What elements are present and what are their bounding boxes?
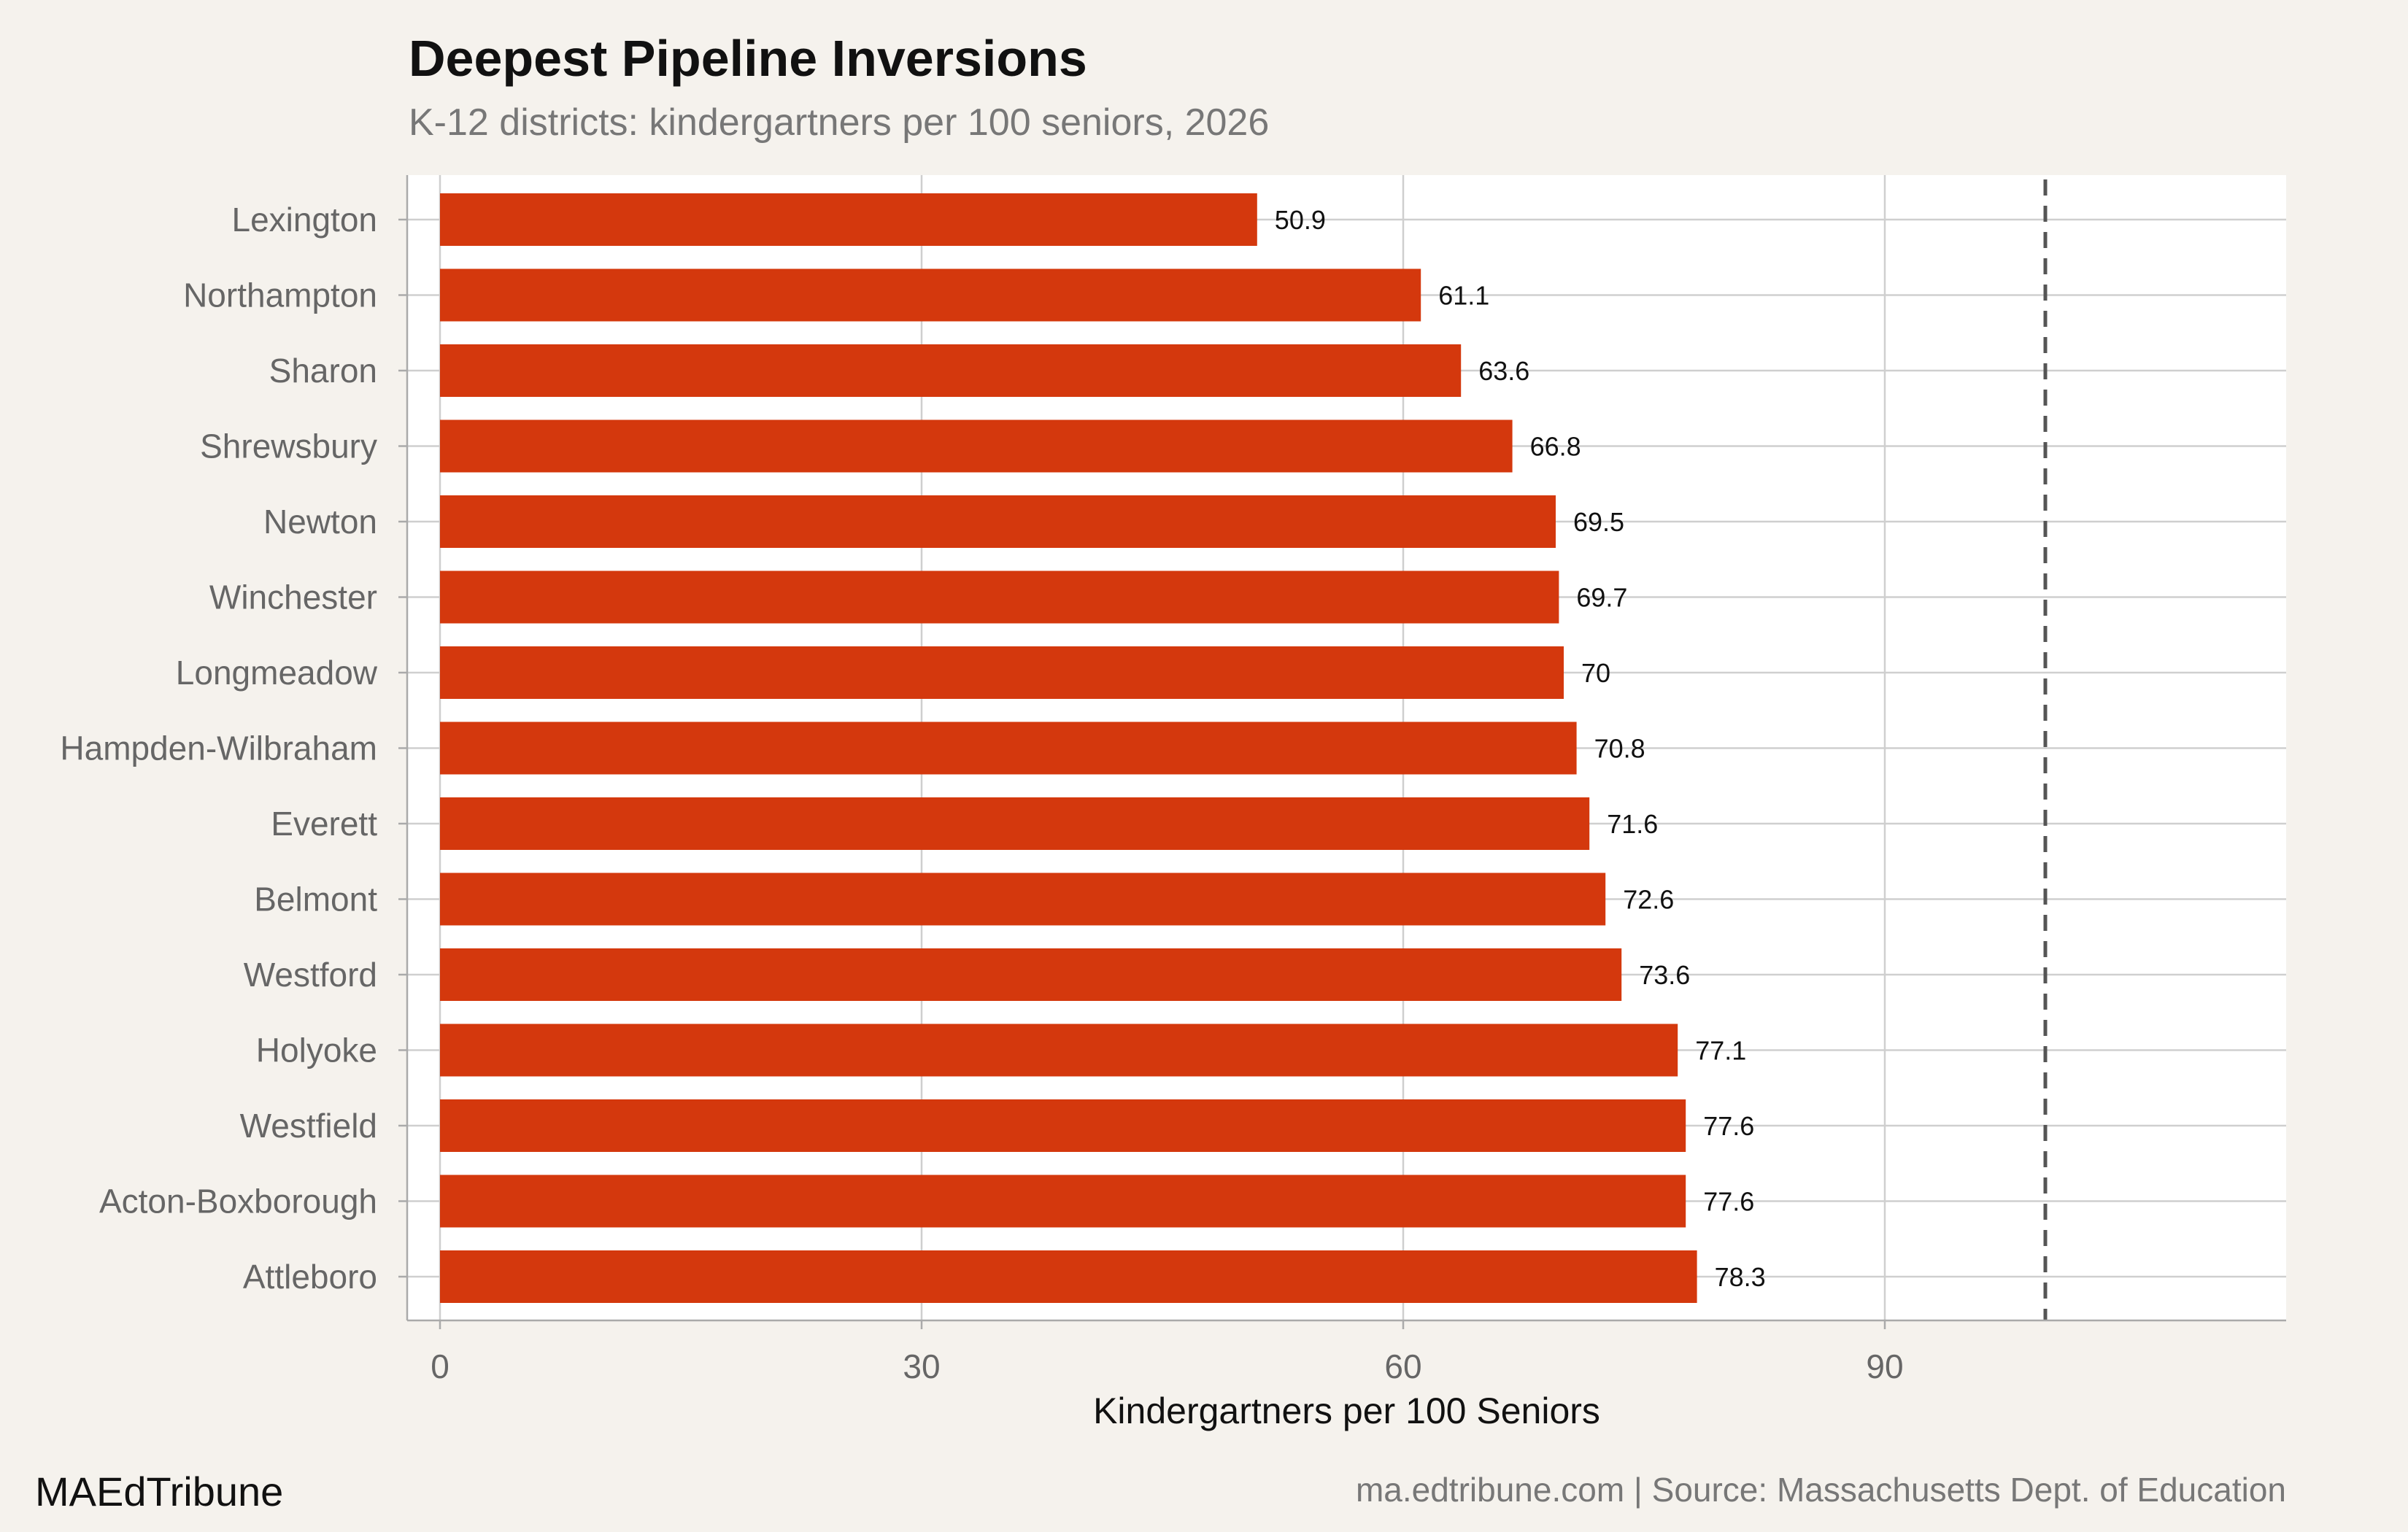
x-tick-label: 60 <box>1384 1347 1421 1385</box>
data-label: 78.3 <box>1715 1262 1766 1292</box>
chart-title: Deepest Pipeline Inversions <box>409 30 1087 87</box>
data-label: 72.6 <box>1623 885 1674 915</box>
category-label: Holyoke <box>256 1032 377 1069</box>
bar <box>440 193 1257 246</box>
category-label: Hampden-Wilbraham <box>60 730 377 767</box>
data-label: 69.7 <box>1576 583 1627 613</box>
category-label: Newton <box>263 503 377 541</box>
data-label: 63.6 <box>1478 356 1529 386</box>
bar <box>440 646 1564 699</box>
category-label: Acton-Boxborough <box>99 1183 377 1220</box>
category-label: Belmont <box>254 881 377 918</box>
data-label: 71.6 <box>1607 809 1658 839</box>
chart-subtitle: K-12 districts: kindergartners per 100 s… <box>409 101 1270 144</box>
category-label: Attleboro <box>243 1258 377 1296</box>
bar <box>440 495 1556 548</box>
category-label: Sharon <box>269 352 377 390</box>
data-label: 70.8 <box>1594 734 1645 764</box>
x-tick-label: 90 <box>1866 1347 1903 1385</box>
data-label: 61.1 <box>1438 281 1489 311</box>
bar <box>440 268 1421 322</box>
data-label: 73.6 <box>1639 960 1690 990</box>
category-label: Northampton <box>183 276 377 314</box>
source-note: ma.edtribune.com | Source: Massachusetts… <box>1355 1471 2286 1509</box>
category-label: Everett <box>271 805 377 843</box>
data-label: 69.5 <box>1573 507 1624 537</box>
category-label: Longmeadow <box>176 654 378 692</box>
category-label: Westford <box>244 956 377 994</box>
x-tick-label: 30 <box>903 1347 940 1385</box>
x-axis-title: Kindergartners per 100 Seniors <box>1093 1390 1600 1431</box>
bar <box>440 419 1513 473</box>
bar <box>440 1099 1686 1152</box>
x-tick-label: 0 <box>431 1347 449 1385</box>
bar <box>440 873 1606 926</box>
category-label: Westfield <box>240 1107 377 1145</box>
bar <box>440 1024 1678 1077</box>
bar <box>440 721 1577 775</box>
category-label: Winchester <box>209 579 377 616</box>
data-label: 50.9 <box>1275 205 1326 235</box>
bar <box>440 948 1622 1001</box>
data-label: 77.1 <box>1695 1036 1746 1066</box>
bar <box>440 344 1462 397</box>
data-label: 70 <box>1581 658 1610 688</box>
bar <box>440 1250 1697 1303</box>
bar <box>440 797 1590 850</box>
brand-name: MAEdTribune <box>35 1469 284 1514</box>
bar <box>440 1175 1686 1228</box>
category-label: Lexington <box>232 201 378 239</box>
data-label: 77.6 <box>1703 1111 1754 1141</box>
category-label: Shrewsbury <box>200 428 377 465</box>
data-label: 77.6 <box>1703 1187 1754 1217</box>
data-label: 66.8 <box>1530 432 1581 462</box>
bar <box>440 570 1559 624</box>
